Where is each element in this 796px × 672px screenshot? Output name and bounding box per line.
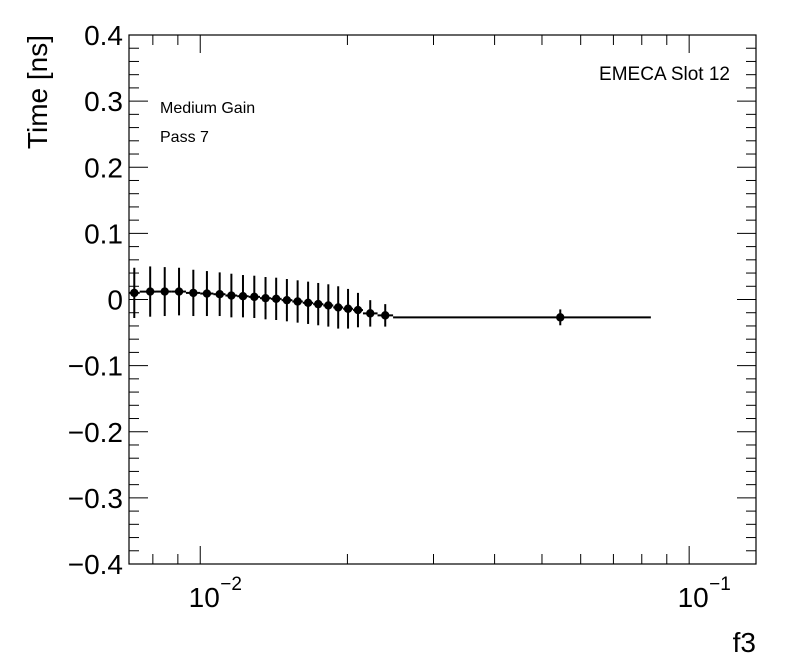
data-point: [366, 309, 375, 318]
data-point: [314, 299, 323, 309]
data-point: [556, 313, 565, 322]
y-tick-label: 0.2: [84, 152, 123, 183]
x-axis-ticks: [152, 35, 690, 564]
data-point: [202, 289, 212, 298]
y-tick-label: 0.1: [84, 218, 123, 249]
x-tick-label-exponent: −1: [709, 574, 731, 595]
annotation-gain: Medium Gain: [160, 100, 255, 117]
x-tick-label-exponent: −2: [220, 574, 242, 595]
data-point: [282, 295, 292, 305]
data-point: [130, 288, 139, 298]
y-tick-label: −0.2: [68, 417, 123, 448]
y-tick-label: 0: [107, 285, 123, 316]
y-axis-ticks: [129, 34, 756, 565]
data-point: [250, 292, 259, 302]
x-axis-tick-labels: 10 −2 10 −1: [189, 574, 731, 613]
y-tick-label: 0.3: [84, 86, 123, 117]
x-tick-label: 10: [189, 582, 220, 613]
data-point: [261, 293, 270, 303]
y-tick-label: −0.4: [68, 549, 123, 580]
annotation-slot: EMECA Slot 12: [599, 64, 730, 85]
data-point: [227, 291, 236, 300]
data-point: [238, 291, 248, 301]
x-tick-label: 10: [678, 582, 709, 613]
data-point: [174, 287, 184, 296]
data-point: [303, 298, 313, 308]
data-point: [271, 294, 281, 304]
annotation-pass: Pass 7: [160, 129, 209, 146]
x-axis-label: f3: [733, 627, 756, 658]
y-tick-label: 0.4: [84, 20, 123, 51]
data-point: [343, 304, 353, 313]
y-axis-label: Time [ns]: [22, 35, 53, 149]
data-point: [189, 288, 198, 298]
data-point: [145, 287, 155, 296]
y-axis-tick-labels: 0.4 0.3 0.2 0.1 0 −0.1 −0.2 −0.3 −0.4: [68, 20, 123, 580]
data-point: [353, 305, 363, 315]
data-point: [333, 303, 343, 312]
data-series: [129, 266, 651, 329]
y-tick-label: −0.1: [68, 351, 123, 382]
data-point: [215, 290, 224, 299]
data-point: [381, 311, 390, 320]
y-tick-label: −0.3: [68, 483, 123, 514]
data-point: [160, 287, 169, 296]
data-point: [324, 301, 333, 310]
data-point: [293, 297, 302, 306]
